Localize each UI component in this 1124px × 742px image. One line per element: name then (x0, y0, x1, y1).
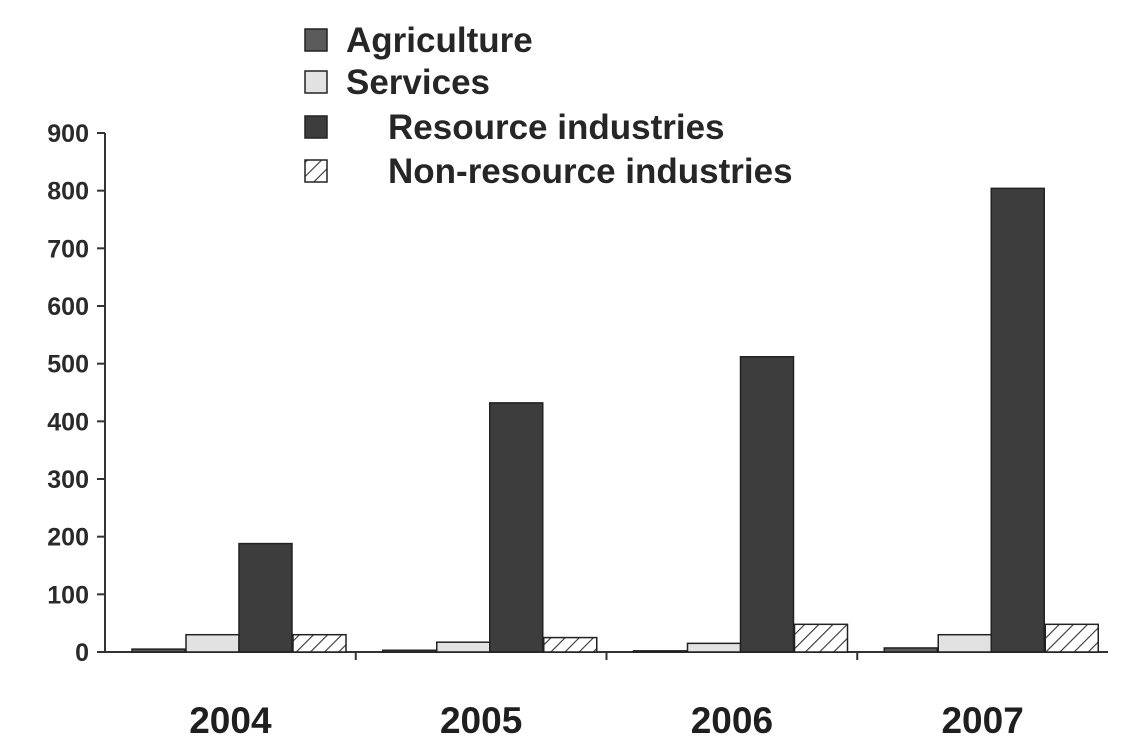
y-tick-label: 500 (47, 351, 89, 379)
y-axis: 0 100 200 300 400 500 600 700 800 900 (47, 120, 106, 667)
bar-agriculture-2006 (632, 650, 688, 653)
legend-label: Agriculture (346, 21, 533, 60)
x-axis: 2004 2005 2006 2007 (105, 651, 1108, 741)
bar-agriculture-2004 (131, 648, 186, 653)
bar-non-resource-industries-2005 (543, 636, 598, 653)
y-tick-label: 600 (47, 293, 89, 321)
legend-label: Resource industries (388, 108, 725, 147)
bar-services-2006 (686, 642, 742, 653)
y-tick-label: 400 (47, 408, 89, 436)
x-tick-label: 2007 (941, 700, 1023, 741)
bar-agriculture-2005 (382, 649, 437, 653)
legend-swatch-resource-industries (304, 115, 328, 139)
x-tick-label: 2006 (691, 700, 773, 741)
bar-services-2007 (937, 633, 992, 653)
bar-resource-industries-2005 (489, 402, 544, 653)
x-tick-label: 2004 (189, 700, 272, 741)
legend-swatch-agriculture (304, 28, 328, 52)
bar-non-resource-industries-2007 (1044, 623, 1099, 653)
y-tick-label: 700 (47, 235, 89, 263)
y-tick-label: 300 (47, 466, 89, 494)
legend-label: Non-resource industries (388, 152, 793, 191)
legend-swatch-services (304, 70, 328, 94)
bar-agriculture-2007 (883, 647, 938, 653)
y-tick-label: 100 (47, 581, 89, 609)
y-tick-label: 900 (47, 120, 89, 148)
y-tick-label: 200 (47, 524, 89, 552)
bar-resource-industries-2007 (990, 187, 1045, 653)
bar-services-2004 (185, 633, 240, 653)
legend-label: Services (346, 63, 490, 102)
x-tick-label: 2005 (440, 700, 522, 741)
bars (131, 187, 1099, 653)
bar-resource-industries-2004 (238, 542, 293, 653)
y-tick-label: 800 (47, 178, 89, 206)
bar-non-resource-industries-2004 (292, 633, 347, 653)
y-tick-label: 0 (75, 639, 89, 667)
legend-swatch-non-resource-industries (304, 159, 328, 183)
bar-resource-industries-2006 (739, 355, 795, 653)
bar-services-2005 (436, 641, 491, 653)
bar-non-resource-industries-2006 (793, 623, 849, 653)
